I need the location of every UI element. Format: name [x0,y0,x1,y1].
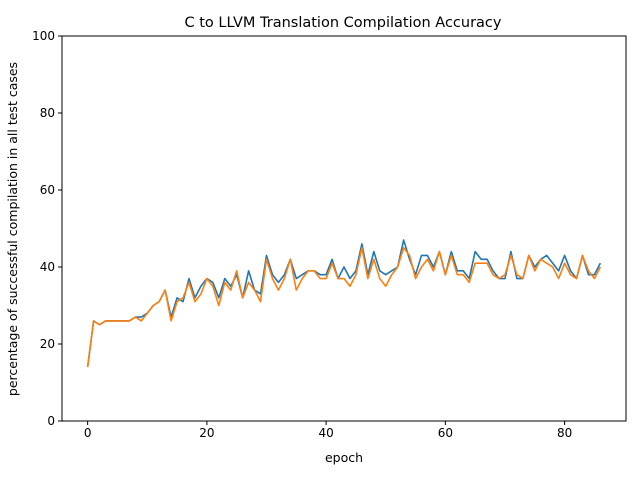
y-axis-ticks: 0 20 40 60 80 100 [32,29,62,428]
x-tick-label: 60 [438,426,453,440]
x-axis-ticks: 0 20 40 60 80 [84,421,572,440]
series-line-1 [88,240,601,367]
y-tick-label: 40 [40,260,55,274]
plot-frame [62,36,626,421]
y-tick-label: 80 [40,106,55,120]
y-axis-label: percentage of successful compilation in … [5,62,20,396]
y-tick-label: 0 [47,414,55,428]
y-tick-label: 60 [40,183,55,197]
plot-lines [88,240,601,367]
y-tick-label: 20 [40,337,55,351]
x-tick-label: 40 [318,426,333,440]
chart-title: C to LLVM Translation Compilation Accura… [185,15,502,31]
y-tick-label: 100 [32,29,55,43]
x-axis-label: epoch [325,450,363,465]
x-tick-label: 0 [84,426,92,440]
x-tick-label: 20 [199,426,214,440]
x-tick-label: 80 [557,426,572,440]
series-line-2 [88,248,601,367]
